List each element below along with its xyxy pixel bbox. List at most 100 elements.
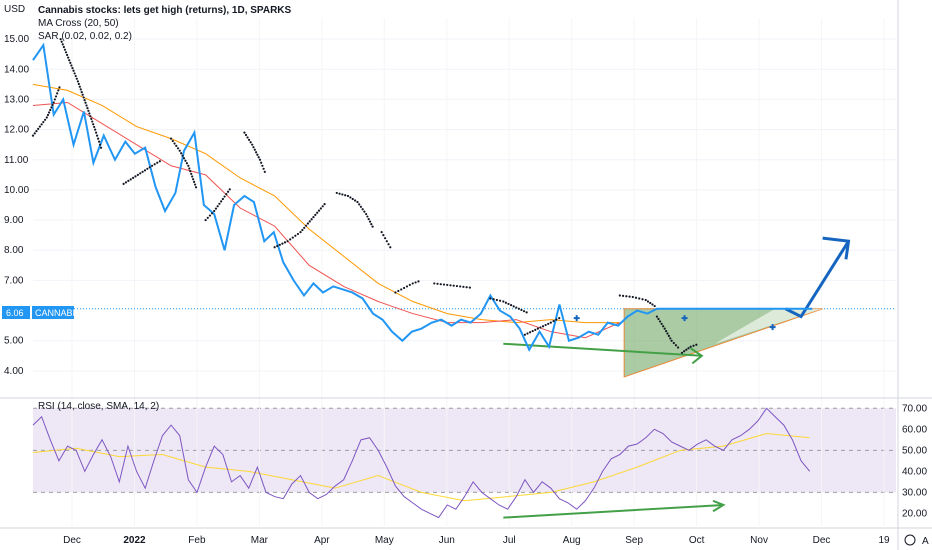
sar-dot xyxy=(246,136,249,139)
sar-dot xyxy=(158,160,161,163)
sar-dot xyxy=(618,294,621,297)
sar-dot xyxy=(63,48,67,51)
sar-dot xyxy=(687,347,690,350)
sar-dot xyxy=(552,320,555,323)
chart-title: Cannabis stocks: lets get high (returns)… xyxy=(38,5,292,16)
sar-dot xyxy=(504,301,508,304)
sar-dot xyxy=(178,149,181,152)
sar-dot xyxy=(90,117,93,120)
sar-dot xyxy=(335,191,338,195)
sar-dot xyxy=(281,242,284,245)
sar-dot xyxy=(289,238,292,241)
legend-rsi[interactable]: RSI (14, close, SMA, 14, 2) xyxy=(38,401,159,412)
sar-dot xyxy=(171,139,174,143)
sar-dot xyxy=(655,315,659,318)
sar-dot xyxy=(528,331,532,334)
sar-dot xyxy=(81,93,84,96)
sar-dot xyxy=(634,296,638,299)
sar-dot xyxy=(384,237,387,240)
sar-dots xyxy=(31,38,698,354)
x-tick-label: Mar xyxy=(251,535,269,546)
sar-dot xyxy=(258,158,262,161)
sar-dot xyxy=(670,339,673,342)
sar-dot xyxy=(498,299,502,302)
ma20-line xyxy=(32,101,621,339)
y-tick-label: 14.00 xyxy=(4,64,29,75)
y-tick-label: 11.00 xyxy=(4,155,29,166)
sar-dot xyxy=(62,45,65,49)
axes: 15.00 14.00 13.00 12.00 11.00 10.00 9.00 8.00 7.… xyxy=(4,34,927,546)
sar-dot xyxy=(341,193,344,196)
sar-dot xyxy=(75,77,78,80)
sar-dot xyxy=(354,199,357,202)
sar-dot xyxy=(278,243,281,246)
sar-dot xyxy=(323,203,326,206)
sar-dot xyxy=(87,109,90,112)
sar-dot xyxy=(515,306,518,309)
sar-dot xyxy=(312,215,315,219)
rsi-divergence-arrow xyxy=(503,503,724,519)
sar-dot xyxy=(48,111,51,114)
sar-dot xyxy=(70,64,73,67)
y-tick-label: 10.00 xyxy=(4,185,29,196)
sar-dot xyxy=(459,285,462,288)
x-tick-label: Nov xyxy=(750,535,768,546)
sar-dot xyxy=(304,224,308,227)
legend-sar[interactable]: SAR (0.02, 0.02, 0.2) xyxy=(38,31,132,42)
sar-dot xyxy=(153,163,156,166)
sar-dot xyxy=(148,166,151,169)
sar-dot xyxy=(283,241,287,244)
sar-dot xyxy=(50,106,53,109)
sar-dot xyxy=(387,243,390,246)
sar-dot xyxy=(495,298,498,302)
sar-dot xyxy=(95,131,98,134)
sar-dot xyxy=(99,146,103,149)
y-tick-label: 8.00 xyxy=(4,245,24,256)
sar-dot xyxy=(35,130,38,133)
sar-dot xyxy=(394,291,397,294)
sar-dot xyxy=(61,43,64,46)
sar-dot xyxy=(489,297,492,300)
sar-dot xyxy=(83,99,86,102)
sar-dot xyxy=(46,113,50,117)
sar-dot xyxy=(65,53,69,57)
sar-dot xyxy=(136,173,139,176)
sar-dot xyxy=(38,125,42,128)
sar-dot xyxy=(439,283,442,286)
rsi-series xyxy=(32,407,811,519)
cross-marker xyxy=(573,315,580,322)
sar-dot xyxy=(517,307,520,310)
x-tick-label: Aug xyxy=(563,535,581,546)
settings-icon[interactable] xyxy=(904,534,916,546)
sar-dot xyxy=(273,246,276,249)
sar-dot xyxy=(45,116,48,119)
legend-ma-cross[interactable]: MA Cross (20, 50) xyxy=(38,18,119,29)
sar-dot xyxy=(218,202,221,205)
rsi-tick-label: 60.00 xyxy=(902,424,927,435)
sar-dot xyxy=(52,101,55,104)
rsi-band xyxy=(33,408,896,493)
sar-dot xyxy=(433,282,436,285)
sar-dot xyxy=(210,212,214,215)
sar-dot xyxy=(181,154,184,157)
sar-dot xyxy=(306,222,310,225)
sar-dot xyxy=(380,231,383,234)
sar-dot xyxy=(64,51,68,54)
sar-dot xyxy=(51,103,54,107)
sar-dot xyxy=(89,115,92,118)
sar-dot xyxy=(194,186,198,189)
sar-dot xyxy=(520,308,523,312)
sar-dot xyxy=(531,329,534,333)
x-tick-label: Dec xyxy=(813,535,831,546)
sar-dot xyxy=(97,140,101,143)
sar-dot xyxy=(382,234,385,237)
sar-dot xyxy=(122,182,125,185)
y-tick-label: 13.00 xyxy=(4,94,29,105)
sar-dot xyxy=(462,285,465,288)
sar-dot xyxy=(139,172,142,175)
sar-dot xyxy=(544,323,547,327)
y-tick-label: 12.00 xyxy=(4,125,29,136)
sar-dot xyxy=(536,327,539,330)
auto-scale-icon[interactable]: A xyxy=(922,536,929,547)
sar-dot xyxy=(192,178,195,181)
